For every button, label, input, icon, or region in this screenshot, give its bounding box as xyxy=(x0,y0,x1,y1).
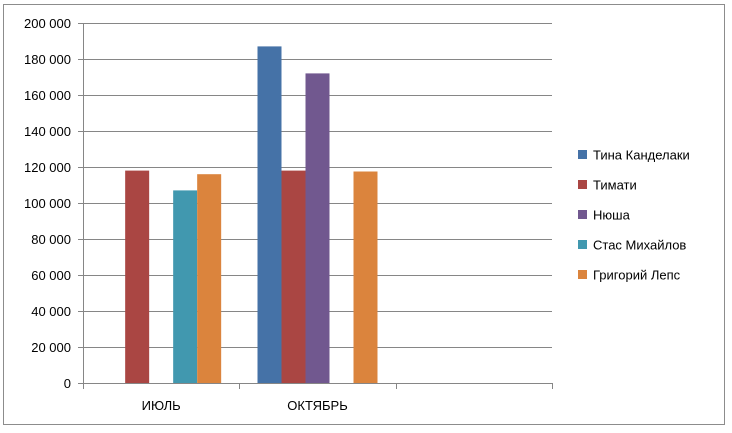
legend-swatch xyxy=(578,150,587,159)
y-tick-label: 160 000 xyxy=(24,88,71,103)
legend-swatch xyxy=(578,270,587,279)
bar xyxy=(305,73,330,384)
y-tick-label: 100 000 xyxy=(24,196,71,211)
y-tick-label: 200 000 xyxy=(24,16,71,31)
x-tick-label: ИЮЛЬ xyxy=(142,398,181,413)
legend-label: Тина Канделаки xyxy=(593,148,690,163)
bar xyxy=(353,171,378,383)
legend-swatch xyxy=(578,240,587,249)
bar xyxy=(281,170,306,383)
bar xyxy=(197,174,222,383)
y-tick-label: 80 000 xyxy=(31,232,71,247)
legend: Тина Канделаки Тимати Нюша Стас Михайлов Гри… xyxy=(578,148,690,283)
bars xyxy=(125,46,378,384)
y-tick-label: 20 000 xyxy=(31,340,71,355)
bar xyxy=(125,170,150,383)
bar xyxy=(173,190,198,383)
legend-label: Стас Михайлов xyxy=(593,238,686,253)
x-tick-label: ОКТЯБРЬ xyxy=(287,398,347,413)
y-tick-label: 120 000 xyxy=(24,160,71,175)
legend-label: Григорий Лепс xyxy=(593,268,681,283)
axes xyxy=(78,23,553,389)
bar xyxy=(257,46,282,384)
legend-swatch xyxy=(578,180,587,189)
x-tick-labels: ИЮЛЬ ОКТЯБРЬ xyxy=(142,398,348,413)
y-tick-label: 0 xyxy=(64,376,71,391)
y-tick-label: 60 000 xyxy=(31,268,71,283)
gridlines xyxy=(83,23,552,348)
legend-label: Нюша xyxy=(593,208,631,223)
y-tick-label: 180 000 xyxy=(24,52,71,67)
y-tick-labels: 0 20 000 40 000 60 000 80 000 100 000 120 000 1… xyxy=(24,16,71,391)
legend-swatch xyxy=(578,210,587,219)
y-tick-label: 140 000 xyxy=(24,124,71,139)
legend-label: Тимати xyxy=(593,178,637,193)
y-tick-label: 40 000 xyxy=(31,304,71,319)
